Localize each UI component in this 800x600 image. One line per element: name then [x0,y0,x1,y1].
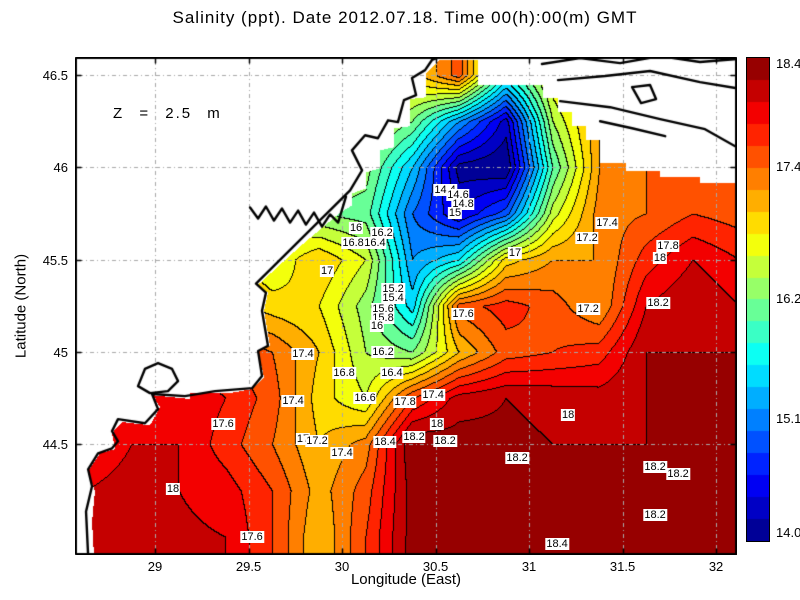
contour-label: 18.2 [643,461,667,474]
contour-label: 18.2 [643,509,667,522]
x-tick-label: 31.5 [609,559,636,574]
colorbar-tick-label: 16.2 [776,290,800,306]
contour-label: 16 [348,221,364,234]
contour-label: 14.8 [451,197,475,210]
y-tick-label: 45.5 [42,252,68,268]
x-axis-label: Longitude (East) [350,571,462,588]
contour-label: 17.6 [211,418,235,431]
y-tick-label: 44.5 [42,437,68,453]
contour-label: 17.8 [656,239,680,252]
contour-label: 18.2 [646,296,670,309]
contour-label: 17.2 [305,435,329,448]
contour-label: 16.4 [363,236,387,249]
contour-label: 18.4 [545,537,569,550]
contour-label: 18.2 [433,435,457,448]
contour-label: 15.4 [381,291,405,304]
colorbar-tick-label: 17.4 [776,158,800,174]
x-tick-label: 30 [334,559,350,574]
depth-annotation: Z = 2.5 m [113,105,222,122]
y-axis-label: Latitude (North) [12,253,30,359]
contour-label: 17 [507,246,523,259]
salinity-map-canvas [75,57,737,555]
contour-label: 17.4 [595,217,619,230]
contour-label: 17.4 [330,447,354,460]
contour-label: 18.2 [402,431,426,444]
y-tick-label: 46.5 [42,68,68,84]
contour-label: 16.4 [380,367,404,379]
contour-label: 17.2 [576,302,600,315]
contour-label: 16.6 [353,392,377,405]
contour-label: 16.2 [371,345,395,358]
contour-label: 18 [561,409,576,422]
figure-title: Salinity (ppt). Date 2012.07.18. Time 00… [172,8,638,27]
plot-area [75,57,737,555]
contour-label: 18.4 [373,436,397,449]
contour-label: 16.2 [370,226,394,239]
contour-label: 17.6 [240,530,264,543]
y-tick-label: 45 [53,344,68,360]
y-tick-label: 46 [53,160,68,176]
contour-label: 17.8 [393,396,417,409]
contour-label: 18 [652,251,668,264]
x-tick-label: 32 [708,559,724,574]
contour-label: 15.6 [371,302,395,315]
contour-label: 17.4 [421,389,445,402]
contour-label: 17.6 [451,307,475,320]
contour-label: 17.4 [281,395,305,408]
x-tick-label: 29.5 [235,559,262,574]
x-tick-label: 30.5 [422,559,449,574]
colorbar-tick-label: 14.0 [776,525,800,540]
contour-label: 17.2 [575,231,599,244]
contour-label: 16.8 [341,236,365,249]
contour-label: 18.2 [666,468,690,481]
contour-label: 17 [319,264,335,277]
contour-label: 18.2 [505,452,529,465]
x-tick-label: 29 [147,559,163,574]
colorbar [746,57,770,542]
colorbar-tick-label: 18.4 [776,56,800,71]
colorbar-canvas [747,58,769,541]
contour-label: 15 [447,206,463,219]
contour-label: 15.2 [381,282,405,295]
contour-label: 18 [165,483,181,496]
contour-label: 18 [429,418,445,431]
contour-label: 16.8 [332,367,356,379]
x-tick-label: 31 [521,559,537,574]
contour-label: 17.4 [291,347,315,360]
contour-label: 16 [369,319,385,332]
colorbar-tick-label: 15.1 [776,411,800,427]
